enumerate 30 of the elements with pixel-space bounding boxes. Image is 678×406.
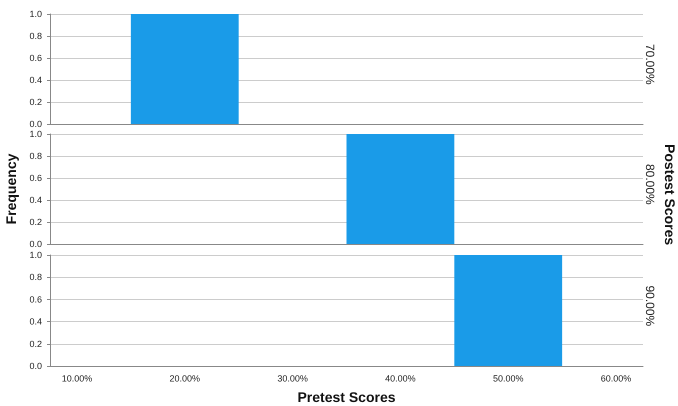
- x-tick-label: 10.00%: [62, 374, 92, 384]
- y-tick-label: 0.6: [29, 173, 42, 183]
- y-tick-label: 0.6: [29, 53, 42, 63]
- y-tick-label: 0.6: [29, 294, 42, 304]
- y-tick-label: 1.0: [29, 9, 42, 19]
- text: 70.00%: [643, 44, 657, 86]
- x-tick-label: 30.00%: [277, 374, 308, 384]
- y-tick-label: 0.0: [29, 239, 42, 249]
- y-tick-label: 0.2: [29, 97, 42, 107]
- y-tick-label: 0.0: [29, 361, 42, 371]
- y-tick-label: 0.8: [29, 31, 42, 41]
- text: 90.00%: [643, 286, 657, 327]
- y-tick-label: 1.0: [29, 129, 42, 139]
- y-tick-label: 0.4: [29, 75, 42, 85]
- y-tick-label: 0.4: [29, 195, 42, 205]
- y-tick-label: 0.0: [29, 119, 42, 129]
- y-tick-label: 0.2: [29, 338, 42, 349]
- x-tick-label: 60.00%: [600, 374, 632, 384]
- text: 80.00%: [643, 164, 657, 206]
- y2-axis-title: Postest Scores: [662, 144, 678, 246]
- x-tick-label: 50.00%: [492, 374, 524, 384]
- y-tick-label: 0.8: [29, 272, 42, 282]
- x-axis-title: Pretest Scores: [297, 389, 396, 405]
- y-tick-label: 0.8: [29, 151, 42, 161]
- y-tick-label: 0.4: [29, 316, 42, 327]
- y-tick-label: 0.2: [29, 217, 42, 227]
- x-tick-label: 40.00%: [385, 374, 416, 384]
- y-axis-title: Frequency: [3, 153, 19, 224]
- y-tick-label: 1.0: [29, 250, 42, 260]
- x-tick-label: 20.00%: [170, 374, 200, 384]
